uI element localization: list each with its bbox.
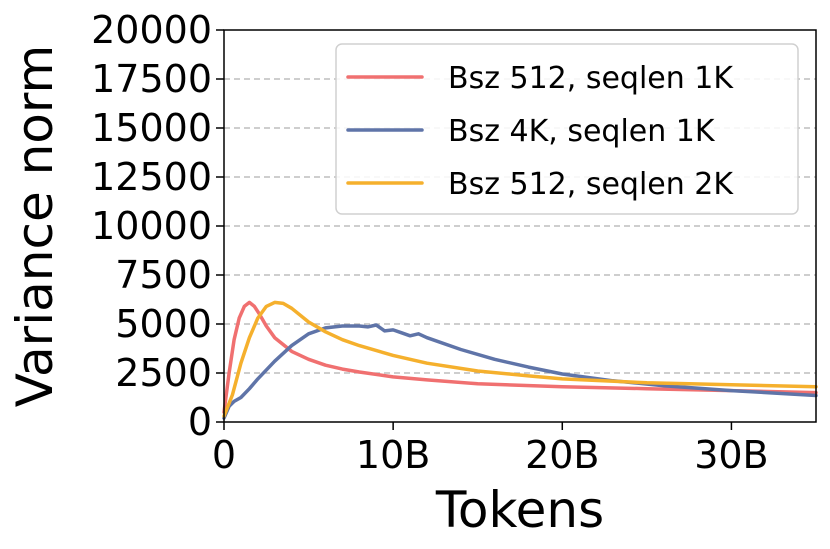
x-tick-label: 0 — [212, 433, 236, 477]
y-axis: 0 2500 5000 7500 10000 12500 15000 17500 20000 — [91, 8, 224, 444]
y-tick-label: 12500 — [91, 155, 212, 199]
y-axis-title: Variance norm — [6, 45, 64, 408]
y-tick-label: 17500 — [91, 57, 212, 101]
legend-label-2: Bsz 4K, seqlen 1K — [448, 114, 716, 149]
legend-label-1: Bsz 512, seqlen 1K — [448, 61, 734, 96]
y-tick-label: 15000 — [91, 106, 212, 150]
y-tick-label: 10000 — [91, 204, 212, 248]
x-tick-label: 30B — [694, 433, 768, 477]
y-tick-label: 7500 — [115, 253, 212, 297]
series-line-2 — [222, 323, 818, 420]
legend-label-3: Bsz 512, seqlen 2K — [448, 167, 734, 202]
y-tick-label: 2500 — [115, 351, 212, 395]
series-lines — [222, 300, 818, 420]
series-line-3 — [222, 300, 818, 418]
x-tick-label: 20B — [525, 433, 599, 477]
y-tick-label: 5000 — [115, 302, 212, 346]
y-tick-label: 0 — [188, 400, 212, 444]
y-tick-label: 20000 — [91, 8, 212, 52]
legend: Bsz 512, seqlen 1K Bsz 4K, seqlen 1K Bsz 5… — [335, 43, 799, 215]
x-axis-title: Tokens — [435, 481, 604, 539]
x-axis: 0 10B 20B 30B — [212, 422, 769, 477]
x-tick-label: 10B — [356, 433, 430, 477]
legend-box — [335, 43, 799, 215]
series-line-1 — [222, 300, 818, 414]
